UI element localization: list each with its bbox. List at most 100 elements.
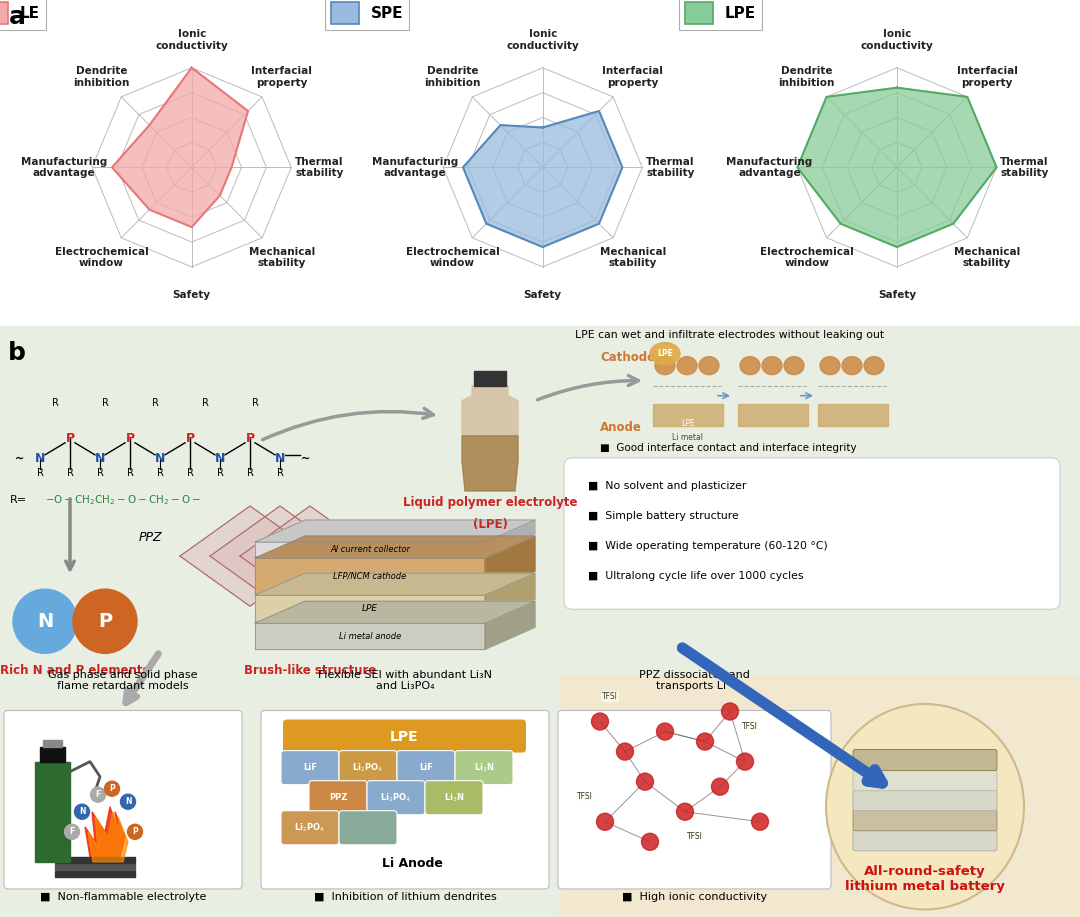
FancyBboxPatch shape [853,830,997,851]
Text: Interfacial
property: Interfacial property [252,66,312,88]
Text: LPE: LPE [390,730,419,744]
FancyBboxPatch shape [339,811,397,845]
Circle shape [592,713,608,730]
Text: N: N [95,452,105,465]
Text: R: R [252,398,258,408]
FancyBboxPatch shape [283,720,526,753]
FancyBboxPatch shape [261,711,549,889]
Ellipse shape [864,357,885,375]
Circle shape [75,804,90,819]
Text: b: b [8,340,26,365]
Text: ■  No solvent and plasticizer: ■ No solvent and plasticizer [588,481,746,491]
Text: LiF: LiF [303,763,316,772]
Bar [653,403,723,425]
Text: All-round-safety
lithium metal battery: All-round-safety lithium metal battery [845,865,1004,893]
Text: LPE can wet and infiltrate electrodes without leaking out: LPE can wet and infiltrate electrodes wi… [575,329,885,339]
Polygon shape [55,871,135,877]
FancyBboxPatch shape [281,751,339,785]
Text: N: N [274,452,285,465]
Text: R: R [37,468,43,478]
Text: F: F [95,790,100,800]
Text: TFSI: TFSI [602,692,618,701]
Text: Manufacturing
advantage: Manufacturing advantage [373,157,458,178]
Polygon shape [240,506,380,606]
Text: Thermal
stability: Thermal stability [646,157,694,178]
Circle shape [676,803,693,821]
Text: PPZ: PPZ [138,531,162,544]
Polygon shape [255,558,485,593]
Polygon shape [485,602,535,649]
Text: a: a [9,5,26,28]
Circle shape [636,773,653,790]
Text: R: R [246,468,254,478]
Text: $\mathsf{-O-CH_2CH_2-O-CH_2-O-}$: $\mathsf{-O-CH_2CH_2-O-CH_2-O-}$ [45,493,201,507]
Text: TFSI: TFSI [742,722,758,731]
Circle shape [127,824,143,839]
Text: Al current collector: Al current collector [330,545,410,554]
Text: P: P [186,432,194,446]
Text: Li metal anode: Li metal anode [339,632,401,641]
Polygon shape [255,520,535,542]
Ellipse shape [654,357,675,375]
Polygon shape [85,807,125,856]
Polygon shape [43,739,62,746]
Legend: LE: LE [0,0,46,29]
Circle shape [121,794,135,809]
Bar [738,403,808,425]
Text: Safety: Safety [524,290,562,300]
Circle shape [73,590,137,653]
Polygon shape [463,111,622,247]
Polygon shape [112,68,248,227]
Circle shape [657,723,674,740]
Text: R: R [217,468,224,478]
Text: P: P [109,784,114,793]
Text: Li$_2$PO$_4$: Li$_2$PO$_4$ [352,761,383,774]
FancyBboxPatch shape [367,780,426,814]
Text: N: N [215,452,226,465]
Legend: SPE: SPE [325,0,409,29]
Text: ■  Ultralong cycle life over 1000 cycles: ■ Ultralong cycle life over 1000 cycles [588,571,804,581]
Ellipse shape [784,357,804,375]
FancyBboxPatch shape [853,810,997,831]
FancyBboxPatch shape [397,751,455,785]
Legend: LPE: LPE [679,0,762,29]
Text: R: R [126,468,134,478]
Text: Li$_3$N: Li$_3$N [474,761,495,774]
Text: N: N [37,612,53,631]
Text: PPZ dissociates and
transports Li⁺: PPZ dissociates and transports Li⁺ [639,669,750,691]
Text: Thermal
stability: Thermal stability [295,157,343,178]
Polygon shape [485,573,535,622]
Circle shape [712,779,729,795]
Polygon shape [35,762,70,862]
Text: R: R [276,468,283,478]
Text: Interfacial
property: Interfacial property [957,66,1017,88]
Text: Electrochemical
window: Electrochemical window [55,247,148,269]
Text: Cathode: Cathode [600,350,656,364]
Polygon shape [40,746,65,762]
Text: LPE: LPE [362,603,378,613]
Text: P: P [245,432,255,446]
Circle shape [737,753,754,770]
Text: Li Anode: Li Anode [381,856,443,870]
Text: R: R [202,398,208,408]
Ellipse shape [762,357,782,375]
Text: R: R [102,398,108,408]
Text: Dendrite
inhibition: Dendrite inhibition [424,66,481,88]
Circle shape [642,834,659,850]
Polygon shape [255,602,535,624]
Polygon shape [87,812,129,862]
Text: Li$_2$PO$_4$: Li$_2$PO$_4$ [380,791,411,804]
Text: R: R [67,468,73,478]
Text: F: F [69,827,75,836]
Polygon shape [55,856,135,863]
Text: ■  Good interface contact and interface integrity: ■ Good interface contact and interface i… [600,443,856,453]
Text: Li metal: Li metal [673,434,703,442]
Text: ~: ~ [300,454,310,464]
Text: LPE: LPE [657,349,673,359]
Text: Interfacial
property: Interfacial property [603,66,663,88]
Text: R: R [96,468,104,478]
Text: Rich N and P elements: Rich N and P elements [0,665,150,678]
Text: N: N [35,452,45,465]
Text: Safety: Safety [878,290,916,300]
FancyBboxPatch shape [853,790,997,811]
